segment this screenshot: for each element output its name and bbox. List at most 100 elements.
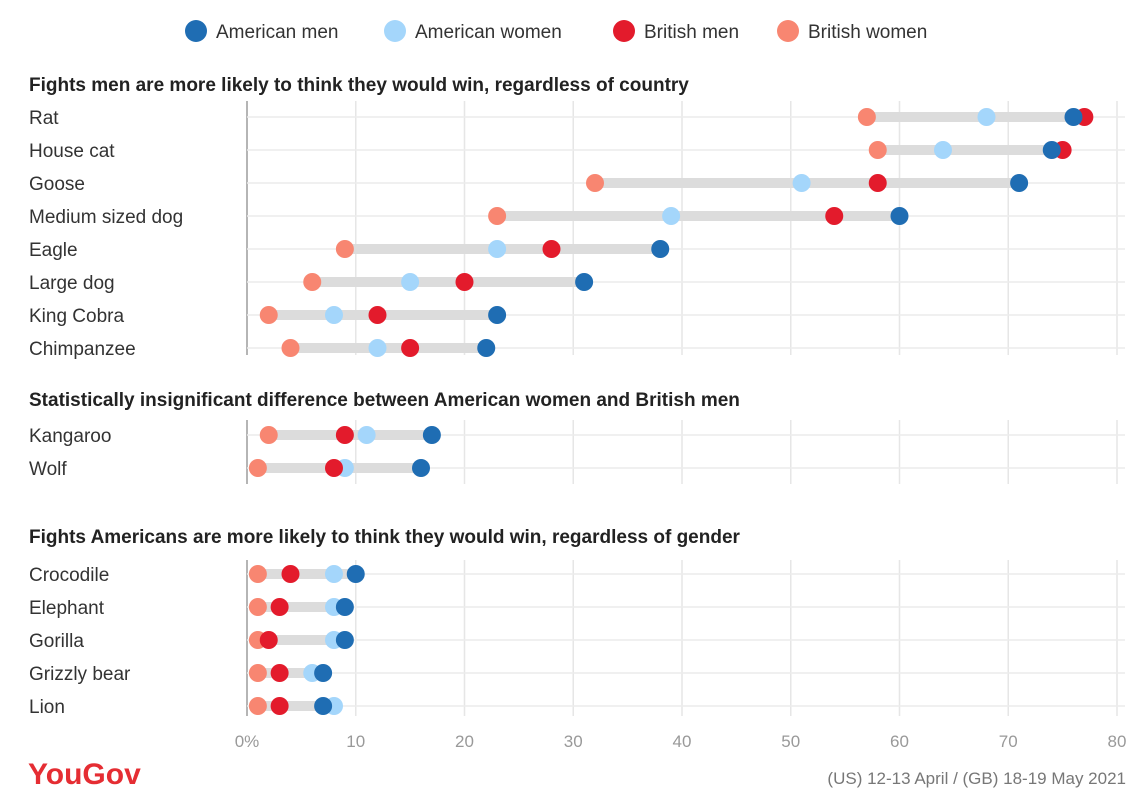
dot-bw: [259, 426, 278, 444]
section-title: Statistically insignificant difference b…: [29, 390, 740, 411]
section-3: Fights Americans are more likely to thin…: [29, 527, 1125, 718]
legend-marker-am: [185, 20, 207, 42]
dot-bw: [248, 697, 267, 715]
dot-am: [575, 273, 594, 291]
dot-bm: [281, 565, 300, 583]
dot-bm: [325, 459, 343, 477]
dot-bw: [303, 273, 322, 291]
dot-bm: [825, 207, 844, 225]
row: Gorilla: [29, 631, 1125, 652]
x-tick-label: 70: [999, 732, 1018, 751]
dot-aw: [662, 207, 681, 225]
section-title: Fights men are more likely to think they…: [29, 75, 689, 96]
dot-bw: [248, 598, 267, 616]
dot-am: [314, 664, 333, 682]
row-label: Rat: [29, 108, 59, 129]
dot-bm: [455, 273, 474, 291]
row-label: House cat: [29, 141, 115, 162]
section-1: Fights men are more likely to think they…: [29, 75, 1125, 360]
row: Wolf: [29, 459, 1125, 480]
dot-bm: [259, 631, 278, 649]
dot-am: [412, 459, 430, 477]
x-tick-label: 0%: [235, 732, 260, 751]
row-label: Large dog: [29, 273, 115, 294]
dot-bm: [270, 664, 289, 682]
yougov-logo: YouGov: [28, 758, 141, 791]
dot-bm: [542, 240, 561, 258]
dot-am: [651, 240, 670, 258]
row: Chimpanzee: [29, 339, 1125, 360]
row-label: Grizzly bear: [29, 664, 131, 685]
dot-bw: [248, 565, 267, 583]
row-label: Eagle: [29, 240, 78, 261]
dot-bw: [259, 306, 278, 324]
dot-bw: [335, 240, 354, 258]
dot-bw: [868, 141, 887, 159]
row-label: Gorilla: [29, 631, 84, 652]
dot-am: [346, 565, 365, 583]
dot-aw: [488, 240, 507, 258]
dot-aw: [401, 273, 420, 291]
dot-aw: [934, 141, 952, 159]
row: Grizzly bear: [29, 664, 1125, 685]
row-label: Crocodile: [29, 565, 109, 586]
dot-aw: [792, 174, 811, 192]
row: House cat: [29, 141, 1125, 162]
source-note: (US) 12-13 April / (GB) 18-19 May 2021: [827, 769, 1126, 788]
legend-marker-aw: [384, 20, 406, 42]
dot-am: [422, 426, 441, 444]
row: King Cobra: [29, 306, 1125, 327]
dot-aw: [977, 108, 996, 126]
section-2: Statistically insignificant difference b…: [29, 390, 1125, 480]
x-axis: 0% 10 20 30 40 50 60 70 80: [235, 732, 1127, 751]
legend-marker-bm: [613, 20, 635, 42]
x-tick-label: 20: [455, 732, 474, 751]
dot-am: [1042, 141, 1061, 159]
dot-aw: [325, 306, 343, 324]
legend-label-aw: American women: [415, 22, 562, 43]
dot-bm: [868, 174, 887, 192]
legend: American men American women British men Bri…: [185, 20, 927, 43]
dot-am: [477, 339, 496, 357]
row: Medium sized dog: [29, 207, 1125, 228]
row: Eagle: [29, 240, 1125, 261]
row: Goose: [29, 174, 1125, 195]
legend-label-am: American men: [216, 22, 339, 43]
dot-bw: [248, 664, 267, 682]
dot-bm: [401, 339, 420, 357]
legend-label-bw: British women: [808, 22, 927, 43]
dot-aw: [368, 339, 387, 357]
dot-bw: [857, 108, 876, 126]
dot-bm: [270, 697, 289, 715]
dot-bm: [368, 306, 387, 324]
x-tick-label: 30: [564, 732, 583, 751]
chart-sections: Fights men are more likely to think they…: [29, 75, 1125, 718]
row-label: Chimpanzee: [29, 339, 136, 360]
row: Elephant: [29, 598, 1125, 619]
legend-label-bm: British men: [644, 22, 739, 43]
row-label: Kangaroo: [29, 426, 111, 447]
x-tick-label: 10: [346, 732, 365, 751]
legend-marker-bw: [777, 20, 799, 42]
dot-am: [1064, 108, 1083, 126]
dot-am: [335, 631, 354, 649]
row-label: Wolf: [29, 459, 67, 480]
dot-am: [1010, 174, 1029, 192]
row: Kangaroo: [29, 426, 1125, 447]
section-title: Fights Americans are more likely to thin…: [29, 527, 741, 548]
dot-aw: [325, 565, 343, 583]
dot-bw: [488, 207, 507, 225]
row: Rat: [29, 108, 1125, 129]
x-tick-label: 40: [673, 732, 692, 751]
dot-bw: [248, 459, 267, 477]
dot-aw: [357, 426, 376, 444]
dot-am: [335, 598, 354, 616]
row-label: Medium sized dog: [29, 207, 183, 228]
row: Large dog: [29, 273, 1125, 294]
dot-am: [488, 306, 507, 324]
x-tick-label: 50: [781, 732, 800, 751]
dot-am: [890, 207, 909, 225]
row: Lion: [29, 697, 1125, 718]
x-tick-label: 60: [890, 732, 909, 751]
